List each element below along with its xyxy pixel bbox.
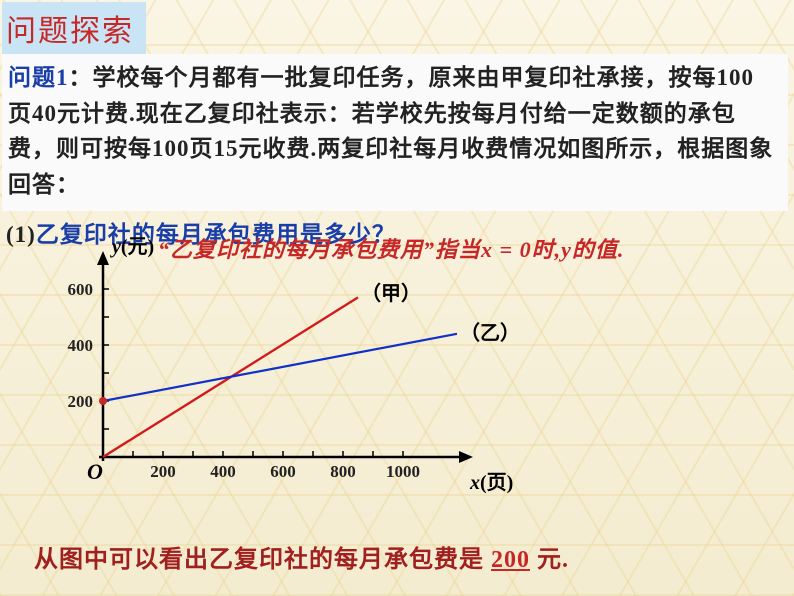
note-y: y bbox=[561, 237, 572, 262]
svg-text:400: 400 bbox=[68, 336, 94, 355]
q1-prefix: (1) bbox=[6, 222, 36, 247]
answer-line: 从图中可以看出乙复印社的每月承包费是 200 元. bbox=[34, 539, 569, 574]
problem-lead: 问题1 bbox=[8, 65, 69, 90]
problem-body: 学校每个月都有一批复印任务，原来由甲复印社承接，按每100页40元计费.现在乙复… bbox=[8, 65, 773, 197]
answer-post: 元. bbox=[537, 547, 569, 573]
svg-text:200: 200 bbox=[150, 462, 176, 481]
svg-text:600: 600 bbox=[68, 280, 94, 299]
svg-text:（甲）: （甲） bbox=[361, 282, 421, 305]
chart: y(元) 2004006008001000200400600O（甲）（乙） x(… bbox=[40, 230, 560, 520]
y-unit: (元) bbox=[121, 236, 154, 258]
svg-text:800: 800 bbox=[330, 462, 356, 481]
x-unit: (页) bbox=[480, 472, 513, 494]
svg-text:1000: 1000 bbox=[386, 462, 420, 481]
answer-pre: 从图中可以看出乙复印社的每月承包费是 bbox=[34, 547, 484, 573]
svg-text:200: 200 bbox=[68, 392, 94, 411]
problem-text: 问题1：学校每个月都有一批复印任务，原来由甲复印社承接，按每100页40元计费.… bbox=[2, 54, 788, 211]
x-var: x bbox=[470, 472, 480, 494]
svg-text:600: 600 bbox=[270, 462, 296, 481]
y-var: y bbox=[112, 236, 121, 258]
answer-value: 200 bbox=[491, 547, 530, 573]
note-p4: 的值. bbox=[572, 237, 625, 262]
section-banner: 问题探索 bbox=[2, 2, 146, 54]
svg-text:O: O bbox=[87, 459, 103, 484]
y-axis-label: y(元) bbox=[112, 230, 154, 259]
x-axis-label: x(页) bbox=[470, 466, 513, 495]
svg-text:400: 400 bbox=[210, 462, 236, 481]
svg-text:（乙）: （乙） bbox=[460, 321, 520, 344]
problem-sep: ： bbox=[69, 65, 93, 90]
